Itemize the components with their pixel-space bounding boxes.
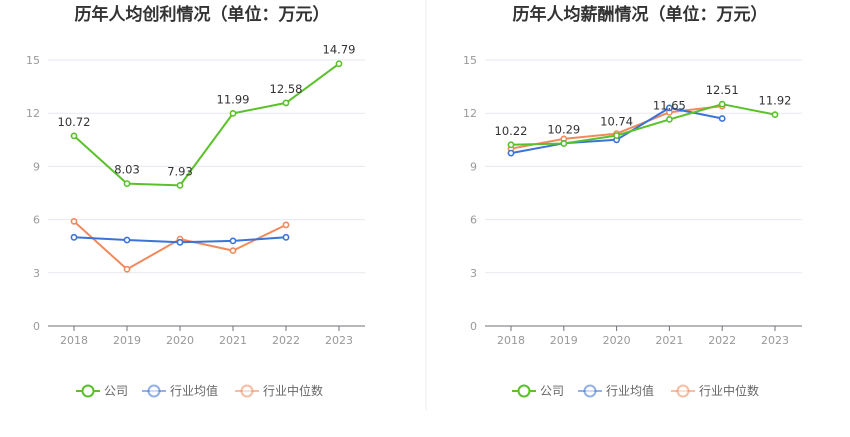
chart-title: 历年人均薪酬情况（单位：万元） xyxy=(513,4,768,25)
legend-label: 公司 xyxy=(540,384,564,398)
x-tick-label: 2022 xyxy=(272,334,300,347)
chart-panel-2: 历年人均薪酬情况（单位：万元） 0 3 6 9 12 15 2018 2019 2020 2021 2… xyxy=(463,4,802,398)
legend-item: 公司 xyxy=(512,384,564,398)
legend-marker xyxy=(81,384,95,398)
data-label: 10.29 xyxy=(547,123,580,137)
chart-panel-1: 历年人均创利情况（单位：万元） 0 3 6 9 12 15 2018 2019 2020 2021 2… xyxy=(26,4,365,398)
data-point xyxy=(335,60,343,68)
data-point xyxy=(282,99,290,107)
legend-marker xyxy=(240,384,254,398)
y-tick-label: 15 xyxy=(463,54,477,67)
legend-item: 行业均值 xyxy=(142,383,218,398)
data-label: 10.72 xyxy=(58,115,91,129)
x-tick-label: 2018 xyxy=(60,334,88,347)
data-point xyxy=(666,104,673,112)
data-point xyxy=(507,141,515,149)
data-label: 11.92 xyxy=(759,94,792,108)
legend-marker xyxy=(583,384,597,398)
data-label: 12.51 xyxy=(706,83,739,97)
x-tick-label: 2021 xyxy=(219,334,247,347)
y-tick-label: 0 xyxy=(33,320,40,333)
x-tick-label: 2022 xyxy=(708,334,736,347)
data-point xyxy=(282,221,290,229)
legend-marker xyxy=(147,384,161,398)
data-point xyxy=(123,236,131,244)
legend-label: 公司 xyxy=(104,384,128,398)
data-label: 12.58 xyxy=(270,82,303,96)
data-point xyxy=(666,116,673,123)
data-label: 10.74 xyxy=(600,115,633,129)
data-point xyxy=(70,217,78,225)
x-tick-label: 2018 xyxy=(497,334,525,347)
x-tick-label: 2020 xyxy=(603,334,631,347)
data-label: 8.03 xyxy=(114,163,140,177)
data-label: 11.65 xyxy=(653,98,686,112)
x-tick-label: 2020 xyxy=(166,334,194,347)
series-line xyxy=(73,62,340,187)
x-tick-label: 2023 xyxy=(325,334,353,347)
y-tick-label: 12 xyxy=(463,107,477,120)
legend-item: 公司 xyxy=(76,384,128,398)
data-point xyxy=(613,132,620,139)
legend-marker xyxy=(517,384,531,398)
data-point xyxy=(123,265,131,273)
data-point xyxy=(229,109,237,117)
y-tick-label: 9 xyxy=(33,160,40,173)
data-point xyxy=(70,132,78,140)
legend-label: 行业中位数 xyxy=(699,383,759,398)
data-label: 7.93 xyxy=(167,164,193,178)
data-point xyxy=(229,247,237,255)
data-point xyxy=(229,237,237,245)
legend-label: 行业均值 xyxy=(170,383,218,398)
data-point xyxy=(771,111,779,119)
data-point xyxy=(70,233,78,241)
data-point xyxy=(123,180,131,188)
legend-item: 行业均值 xyxy=(578,383,654,398)
x-tick-label: 2019 xyxy=(550,334,578,347)
data-label: 14.79 xyxy=(323,43,356,57)
chart-title: 历年人均创利情况（单位：万元） xyxy=(75,4,330,25)
legend-item: 行业中位数 xyxy=(671,383,759,398)
data-point xyxy=(718,115,726,122)
x-tick-label: 2019 xyxy=(113,334,141,347)
data-point xyxy=(718,100,726,108)
legend-item: 行业中位数 xyxy=(235,383,323,398)
y-tick-label: 3 xyxy=(33,267,40,280)
y-tick-label: 12 xyxy=(26,107,40,120)
data-label: 11.99 xyxy=(217,92,250,106)
legend-label: 行业均值 xyxy=(606,383,654,398)
y-tick-label: 9 xyxy=(470,160,477,173)
data-point xyxy=(282,233,290,241)
data-point xyxy=(560,140,568,147)
data-label: 10.22 xyxy=(495,124,528,138)
x-tick-label: 2023 xyxy=(761,334,789,347)
y-tick-label: 6 xyxy=(33,214,40,227)
y-tick-label: 0 xyxy=(470,320,477,333)
data-point xyxy=(176,238,184,246)
data-point xyxy=(176,181,184,189)
y-tick-label: 15 xyxy=(26,54,40,67)
series-line xyxy=(510,103,776,146)
y-tick-label: 6 xyxy=(470,214,477,227)
y-tick-label: 3 xyxy=(470,267,477,280)
legend-label: 行业中位数 xyxy=(263,383,323,398)
x-tick-label: 2021 xyxy=(655,334,683,347)
legend-marker xyxy=(676,384,690,398)
data-point xyxy=(507,149,515,157)
